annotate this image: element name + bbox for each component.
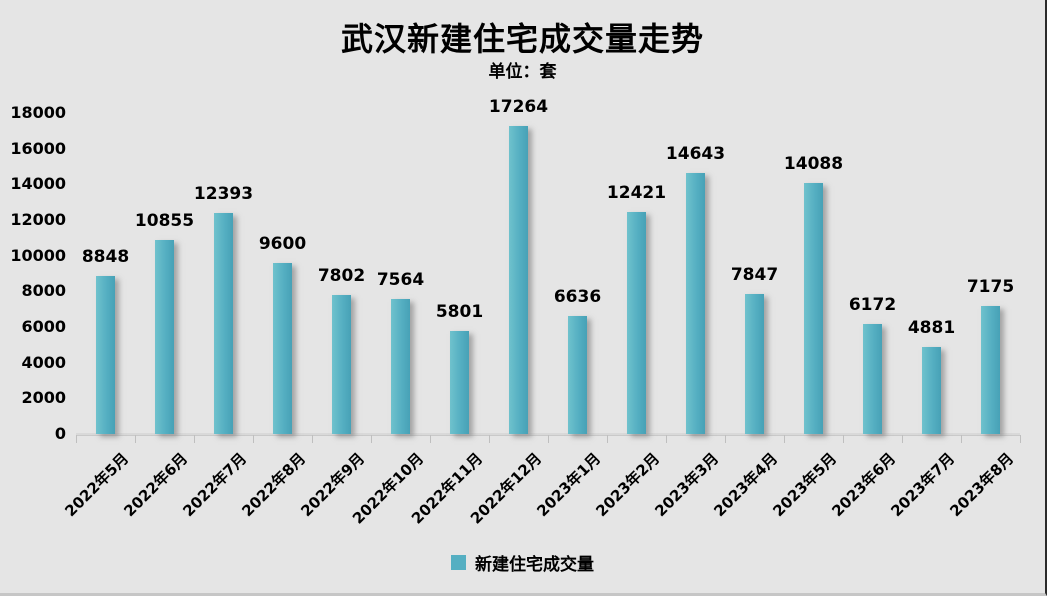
x-axis-tick <box>548 435 549 443</box>
y-axis-label: 14000 <box>10 174 66 194</box>
bar <box>332 294 351 434</box>
legend-swatch-icon <box>451 555 466 570</box>
x-axis-tick <box>312 435 313 443</box>
bar-value-label: 7175 <box>966 277 1015 298</box>
bar-value-label: 8848 <box>81 247 130 268</box>
bar-value-label: 7564 <box>376 270 425 291</box>
x-axis-tick <box>253 435 254 443</box>
y-axis-label: 2000 <box>21 388 66 408</box>
bar <box>981 306 1000 434</box>
chart-subtitle: 单位：套 <box>488 62 557 82</box>
x-axis-tick <box>902 435 903 443</box>
x-axis-tick <box>607 435 608 443</box>
bar-value-label: 6636 <box>553 286 602 307</box>
bar <box>391 299 410 434</box>
bar <box>568 315 587 434</box>
bar <box>214 212 233 434</box>
bar-value-label: 12421 <box>606 183 667 204</box>
x-axis-tick <box>371 435 372 443</box>
x-axis-tick <box>1020 435 1021 443</box>
bar-value-label: 7847 <box>730 265 779 286</box>
bar <box>745 294 764 434</box>
bar-value-label: 6172 <box>848 294 897 315</box>
bar <box>863 323 882 434</box>
x-axis-tick <box>489 435 490 443</box>
y-axis-label: 6000 <box>21 317 66 336</box>
bar <box>155 240 174 434</box>
bar <box>96 276 115 434</box>
bar-value-label: 7802 <box>317 265 366 286</box>
x-axis-tick <box>725 435 726 443</box>
bar <box>450 330 469 434</box>
bar-value-label: 4881 <box>907 317 956 338</box>
y-axis-label: 10000 <box>10 245 66 265</box>
bar-value-label: 12393 <box>193 183 254 204</box>
x-axis-label: 2022年5月 <box>60 449 132 521</box>
x-axis-tick <box>666 435 667 443</box>
y-axis-label: 4000 <box>21 352 66 372</box>
x-axis-tick <box>135 435 136 443</box>
legend-label: 新建住宅成交量 <box>475 555 594 575</box>
y-axis-label: 0 <box>54 424 66 443</box>
y-axis-label: 12000 <box>10 210 66 229</box>
chart-legend: 新建住宅成交量 <box>0 550 1045 575</box>
x-axis-tick <box>843 435 844 443</box>
bar-value-label: 9600 <box>258 233 307 254</box>
x-axis-tick <box>76 435 77 443</box>
y-axis-label: 18000 <box>10 103 66 122</box>
x-axis-tick <box>784 435 785 443</box>
bar-value-label: 17264 <box>488 97 549 118</box>
y-axis-label: 16000 <box>10 138 66 158</box>
x-axis-tick <box>430 435 431 443</box>
chart-title: 武汉新建住宅成交量走势 <box>340 20 704 58</box>
bar-value-label: 5801 <box>435 301 484 322</box>
bar <box>686 172 705 434</box>
bar <box>922 346 941 434</box>
bar <box>273 262 292 434</box>
x-axis-tick <box>961 435 962 443</box>
bar <box>627 212 646 434</box>
bar-value-label: 14643 <box>665 143 726 164</box>
bar-value-label: 14088 <box>783 153 844 174</box>
x-axis-tick <box>194 435 195 443</box>
y-axis-label: 8000 <box>21 281 66 301</box>
bar-value-label: 10855 <box>134 211 195 232</box>
bar <box>509 126 528 434</box>
bar <box>804 182 823 434</box>
